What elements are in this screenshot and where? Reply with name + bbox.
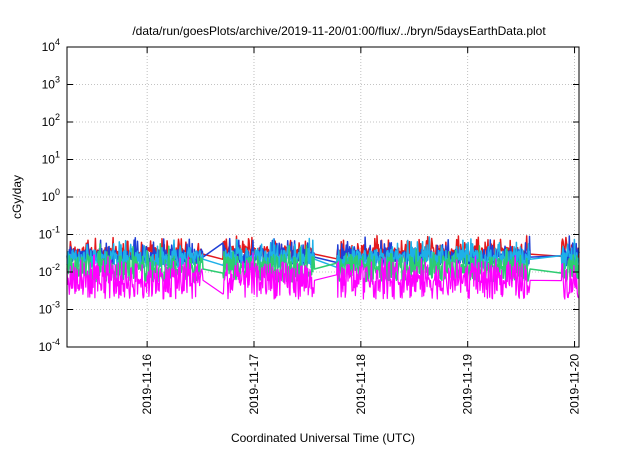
series-line-5: [66, 252, 580, 300]
tick-layer: 10-4 10-3 10-2 10-1 100 101 102 103 104 2019-11-1…: [39, 37, 582, 415]
y-tick-label: 10-3: [39, 300, 60, 317]
y-tick-label: 102: [42, 112, 60, 129]
y-tick-label: 103: [42, 75, 60, 92]
x-tick-label: 2019-11-17: [247, 354, 261, 415]
x-tick-label: 2019-11-20: [568, 354, 582, 415]
x-axis-label: Coordinated Universal Time (UTC): [231, 431, 415, 445]
x-tick-label: 2019-11-19: [461, 354, 475, 415]
chart-title: /data/run/goesPlots/archive/2019-11-20/0…: [132, 24, 546, 38]
y-tick-label: 10-1: [39, 225, 60, 242]
y-tick-label: 100: [42, 187, 60, 204]
y-tick-label: 104: [42, 37, 60, 54]
y-axis-label: cGy/day: [10, 175, 24, 219]
grid-layer: [67, 47, 579, 347]
series-line-4: [66, 242, 580, 283]
y-tick-label: 10-4: [39, 337, 60, 354]
y-tick-label: 101: [42, 150, 60, 167]
y-tick-label: 10-2: [39, 262, 60, 279]
series-layer: [66, 235, 580, 300]
x-tick-label: 2019-11-18: [354, 354, 368, 415]
x-tick-label: 2019-11-16: [140, 354, 154, 415]
